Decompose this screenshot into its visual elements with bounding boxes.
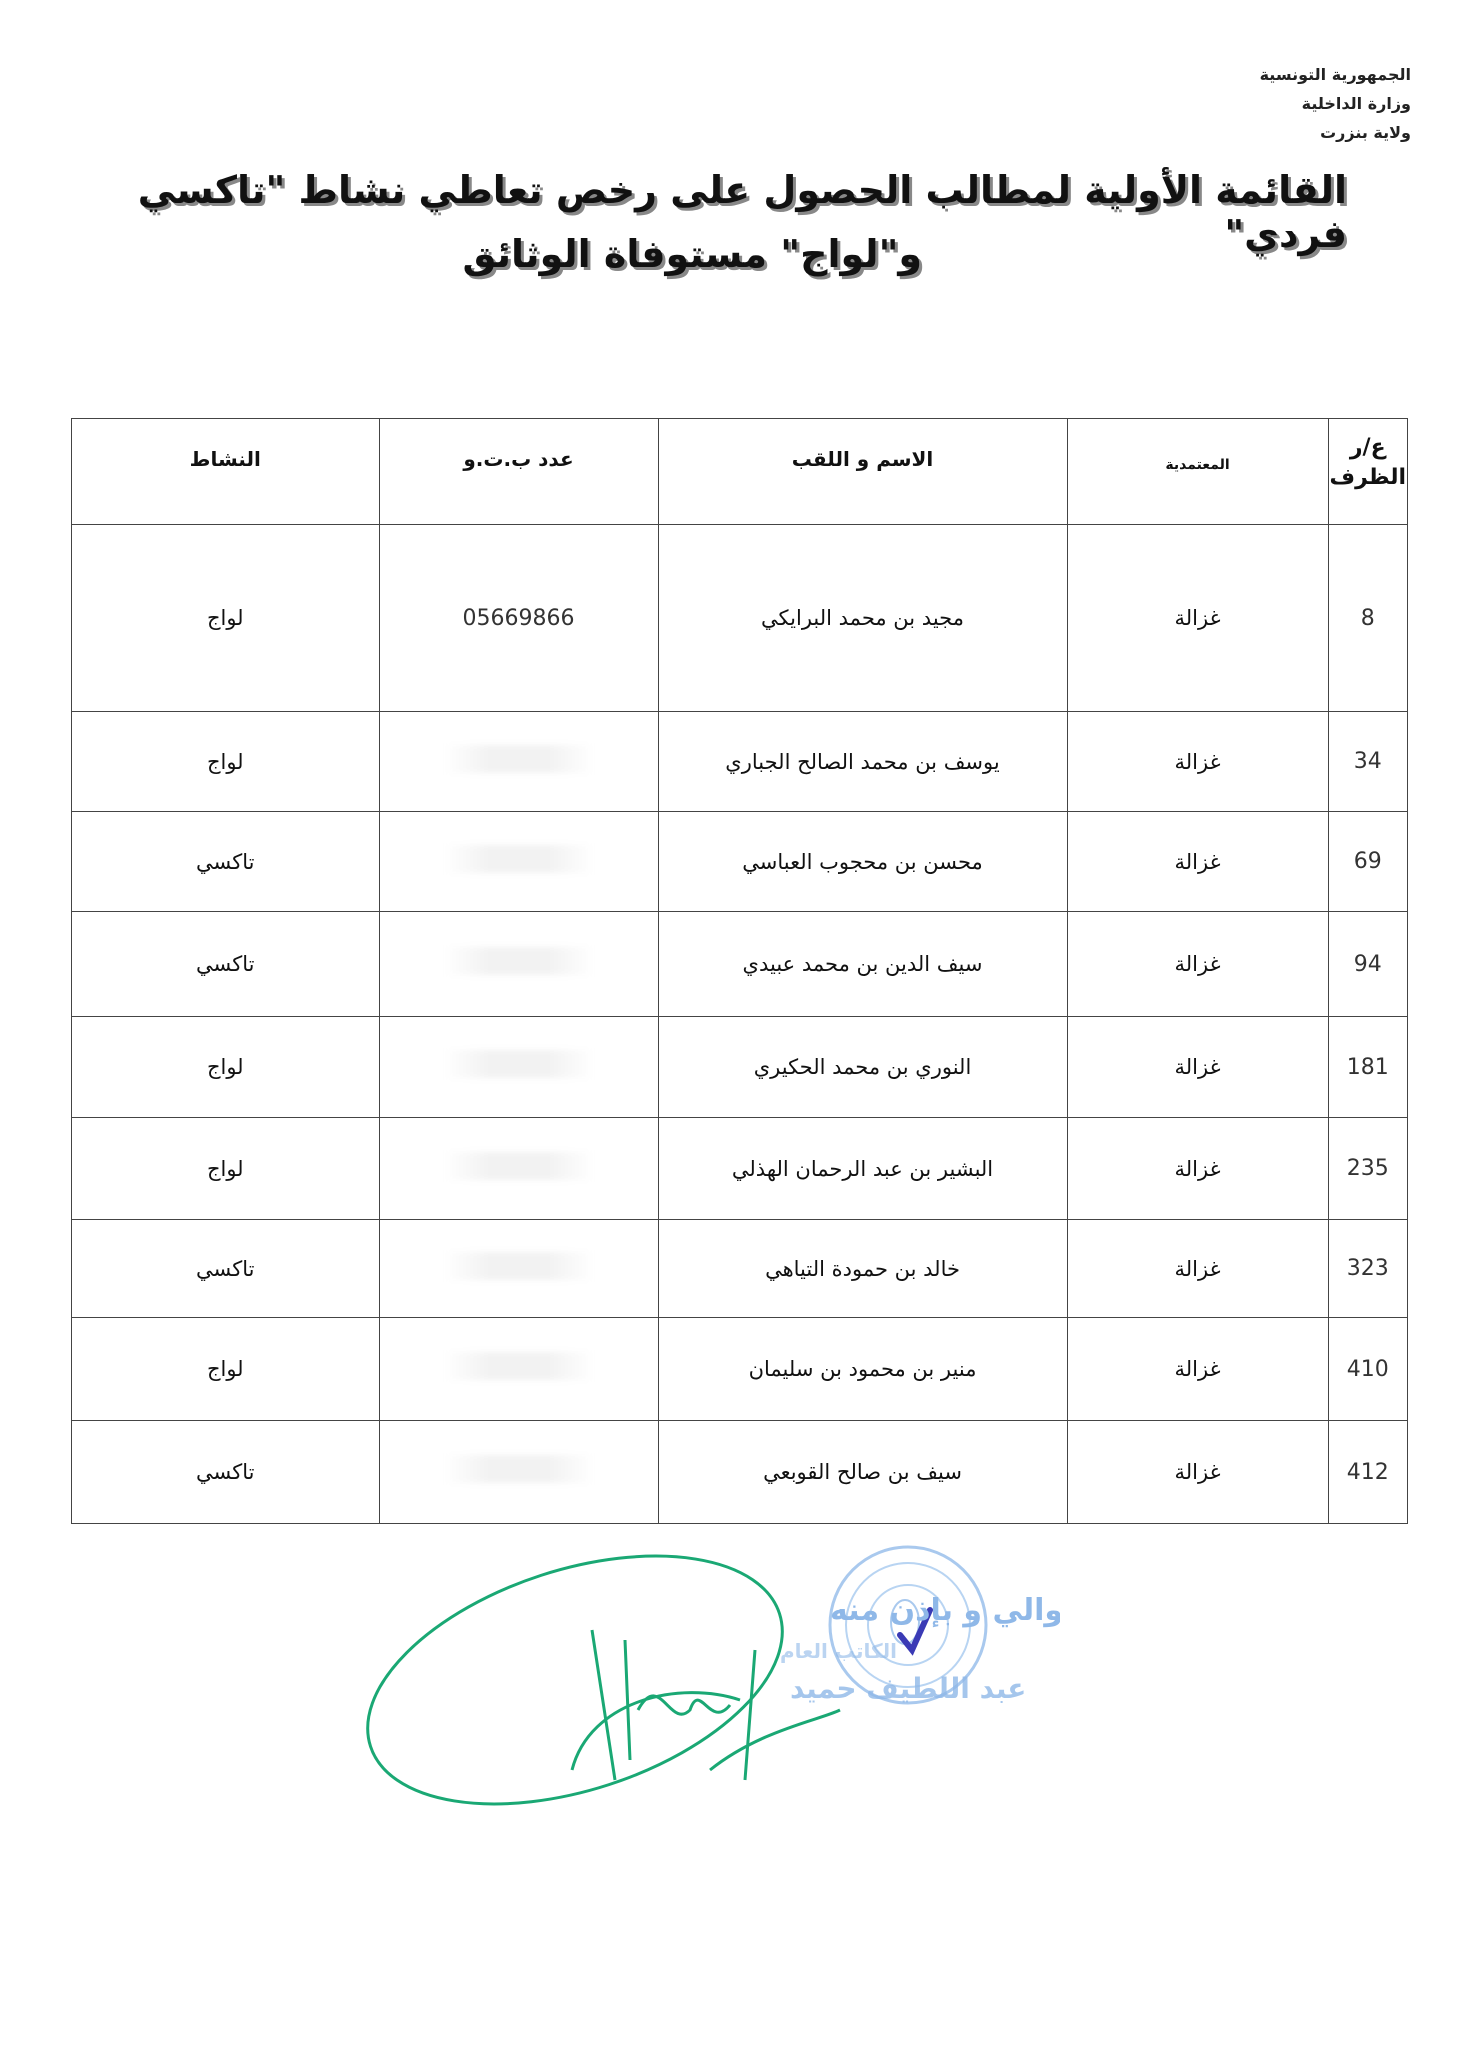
cell-activity: تاكسي [71,911,380,1017]
handwritten-signature [366,1554,841,1806]
cell-envelope-number: 235 [1327,1117,1409,1220]
letterhead-ministry: وزارة الداخلية [1301,94,1411,113]
table-row: 412 غزالة سيف بن صالح القوبعي تاكسي [71,1420,1409,1524]
applicants-table: ع/ر الظرف المعتمدية الاسم و اللقب عدد ب.… [71,418,1409,1524]
cell-activity: لواج [71,1317,380,1421]
cell-activity: تاكسي [71,811,380,912]
cell-activity: لواج [71,711,380,812]
cell-name: محسن بن محجوب العباسي [657,811,1068,912]
redacted-id [443,744,594,773]
col-envelope-number: ع/ر الظرف [1327,418,1409,525]
cell-envelope-number: 8 [1327,524,1409,712]
cell-name: مجيد بن محمد البرايكي [657,524,1068,712]
cell-envelope-number: 410 [1327,1317,1409,1421]
redacted-id [443,844,594,873]
table-row: 410 غزالة منير بن محمود بن سليمان لواج [71,1317,1409,1421]
col-name: الاسم و اللقب [657,418,1068,525]
cell-envelope-number: 94 [1327,911,1409,1017]
cell-envelope-number: 181 [1327,1016,1409,1118]
cell-name: النوري بن محمد الحكيري [657,1016,1068,1118]
checkmark-icon [897,1607,933,1656]
redacted-id [443,1352,594,1380]
cell-cin [378,811,659,912]
cell-name: خالد بن حمودة التياهي [657,1219,1068,1318]
cell-cin [378,1016,659,1118]
redacted-id [443,1050,594,1078]
authorization-stamp-text: عن الوالي و بإذن منه الكاتب العام عبد ال… [780,1593,1060,1705]
table-header-row: ع/ر الظرف المعتمدية الاسم و اللقب عدد ب.… [71,418,1409,525]
svg-text:عبد اللطيف حميد: عبد اللطيف حميد [790,1672,1026,1705]
document-title-line2: و"لواج" مستوفاة الوثائق [462,232,922,276]
redacted-id [443,1151,594,1180]
document-title-line1: القائمة الأولية لمطالب الحصول على رخص تع… [137,168,1347,256]
cell-delegation: غزالة [1066,1219,1329,1318]
cell-name: يوسف بن محمد الصالح الجباري [657,711,1068,812]
cell-envelope-number: 323 [1327,1219,1409,1318]
col-cin: عدد ب.ت.و [378,418,659,525]
cell-envelope-number: 69 [1327,811,1409,912]
cell-activity: لواج [71,524,380,712]
cell-cin [378,1317,659,1421]
cell-envelope-number: 412 [1327,1420,1409,1524]
cell-name: البشير بن عبد الرحمان الهذلي [657,1117,1068,1220]
cell-delegation: غزالة [1066,1117,1329,1220]
cell-delegation: غزالة [1066,1420,1329,1524]
cell-name: سيف الدين بن محمد عبيدي [657,911,1068,1017]
col-delegation: المعتمدية [1066,418,1329,525]
cell-cin [378,711,659,812]
letterhead-country: الجمهورية التونسية [1259,65,1411,84]
table-row: 34 غزالة يوسف بن محمد الصالح الجباري لواج [71,711,1409,812]
table-row: 69 غزالة محسن بن محجوب العباسي تاكسي [71,811,1409,912]
cell-activity: لواج [71,1016,380,1118]
cell-delegation: غزالة [1066,911,1329,1017]
redacted-id [443,1251,594,1280]
letterhead: الجمهورية التونسية وزارة الداخلية ولاية … [1260,60,1411,147]
cell-activity: تاكسي [71,1420,380,1524]
table-row: 94 غزالة سيف الدين بن محمد عبيدي تاكسي [71,911,1409,1017]
cell-envelope-number: 34 [1327,711,1409,812]
col-activity: النشاط [71,418,380,525]
signature-stamp-area: عن الوالي و بإذن منه الكاتب العام عبد ال… [366,1545,1060,1806]
redacted-id [443,1455,594,1483]
table-row: 323 غزالة خالد بن حمودة التياهي تاكسي [71,1219,1409,1318]
cell-cin: 05669866 [378,524,659,712]
cell-delegation: غزالة [1066,811,1329,912]
cell-cin [378,1219,659,1318]
cell-delegation: غزالة [1066,711,1329,812]
cell-activity: تاكسي [71,1219,380,1318]
svg-text:عن الوالي و بإذن منه: عن الوالي و بإذن منه [830,1593,1060,1628]
cell-delegation: غزالة [1066,1016,1329,1118]
cell-delegation: غزالة [1066,1317,1329,1421]
cell-cin [378,1117,659,1220]
table-row: 235 غزالة البشير بن عبد الرحمان الهذلي لواج [71,1117,1409,1220]
svg-text:الكاتب العام: الكاتب العام [780,1639,897,1663]
cell-delegation: غزالة [1066,524,1329,712]
cell-cin [378,1420,659,1524]
redacted-id [443,947,594,975]
cell-name: سيف بن صالح القوبعي [657,1420,1068,1524]
cell-name: منير بن محمود بن سليمان [657,1317,1068,1421]
table-row: 181 غزالة النوري بن محمد الحكيري لواج [71,1016,1409,1118]
letterhead-governorate: ولاية بنزرت [1320,123,1411,142]
cell-activity: لواج [71,1117,380,1220]
cell-cin [378,911,659,1017]
table-row: 8 غزالة مجيد بن محمد البرايكي 05669866 لواج [71,524,1409,712]
